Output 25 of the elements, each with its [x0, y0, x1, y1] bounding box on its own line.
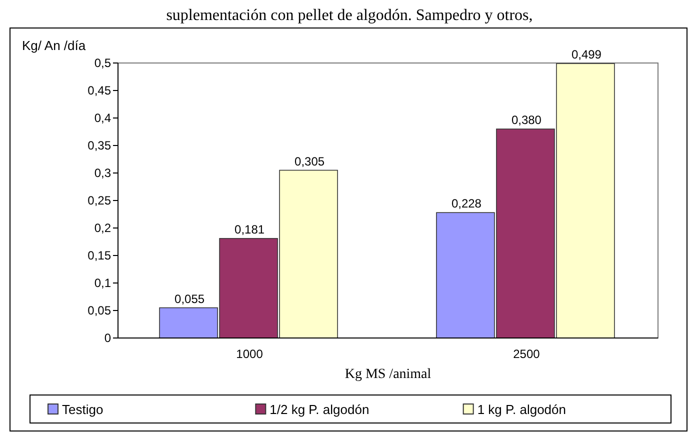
y-tick-label: 0,5: [94, 56, 112, 70]
y-axis-title: Kg/ An /día: [22, 38, 86, 53]
text: 0,055: [174, 292, 205, 306]
y-tick-label: 0,3: [94, 166, 112, 180]
y-tick-label: 0,05: [88, 304, 112, 318]
y-tick-label: 0,45: [88, 84, 112, 98]
legend-label: 1/2 kg P. algodón: [270, 402, 370, 417]
chart-title: suplementación con pellet de algodón. Sampedro y otros,: [166, 7, 533, 24]
y-tick-label: 0,25: [88, 194, 112, 208]
y-tick-label: 0: [104, 331, 112, 345]
legend-label: 1 kg P. algodón: [477, 402, 566, 417]
text: 0,305: [294, 154, 325, 168]
y-tick-label: 0,2: [94, 221, 112, 235]
x-tick-label: 1000: [236, 347, 264, 361]
legend-label: Testigo: [62, 402, 104, 417]
text: 0,181: [234, 222, 265, 236]
x-axis-title: Kg MS /animal: [344, 367, 432, 382]
y-tick-label: 0,1: [94, 276, 112, 290]
y-tick-label: 0,4: [94, 111, 112, 125]
x-tick-label: 2500: [513, 347, 540, 361]
text: 0,499: [571, 48, 602, 62]
y-tick-label: 0,35: [88, 138, 112, 152]
y-tick-label: 0,15: [88, 248, 112, 262]
text: 0,380: [511, 113, 542, 127]
text: 0,228: [451, 196, 482, 211]
